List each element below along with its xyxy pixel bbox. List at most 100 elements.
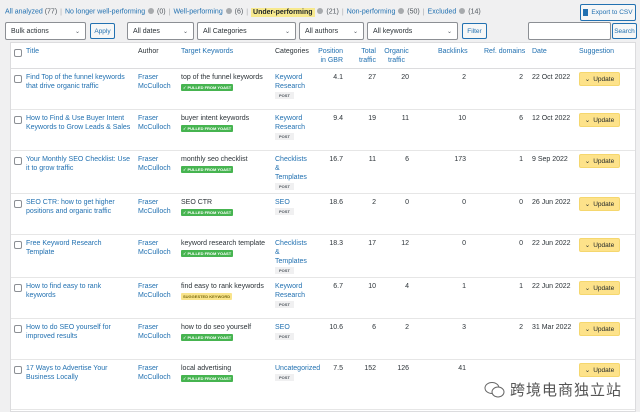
post-title-link[interactable]: 17 Ways to Advertise Your Business Local… — [26, 365, 108, 381]
organic-traffic-value: 4 — [405, 283, 409, 290]
row-checkbox[interactable] — [14, 284, 22, 292]
view-well-performing[interactable]: Well-performing — [173, 9, 222, 16]
col-ref[interactable]: Ref. domains — [484, 48, 526, 55]
filter-button[interactable]: Filter — [462, 23, 487, 39]
backlinks-value: 3 — [462, 324, 466, 331]
category-link[interactable]: Keyword Research — [275, 74, 305, 90]
row-checkbox[interactable] — [14, 200, 22, 208]
post-type-badge: POST — [275, 208, 294, 215]
row-checkbox[interactable] — [14, 116, 22, 124]
category-cell: Keyword Research POST — [275, 282, 309, 309]
keyword-cell: monthly seo checklist ✓ PULLED FROM YOAST — [181, 155, 273, 174]
update-button[interactable]: ⌄ Update — [579, 363, 620, 377]
help-icon[interactable] — [459, 8, 466, 14]
category-link[interactable]: Keyword Research — [275, 115, 305, 131]
update-button[interactable]: ⌄ Update — [579, 238, 620, 252]
post-title-link[interactable]: How to do SEO yourself for improved resu… — [26, 324, 111, 340]
row-checkbox[interactable] — [14, 75, 22, 83]
col-keywords[interactable]: Target Keywords — [181, 48, 234, 55]
categories-select[interactable]: All Categories ⌄ — [197, 22, 296, 40]
organic-traffic-value: 2 — [405, 324, 409, 331]
bulk-actions-value: Bulk actions — [11, 27, 49, 35]
dates-select[interactable]: All dates ⌄ — [127, 22, 194, 40]
search-input[interactable] — [528, 22, 611, 40]
post-title-link[interactable]: How to find easy to rank keywords — [26, 283, 102, 299]
view-non-performing[interactable]: Non-performing — [347, 9, 396, 16]
col-backlinks[interactable]: Backlinks — [438, 48, 468, 55]
chevron-down-icon: ⌄ — [584, 326, 591, 333]
view-count: (6) — [234, 8, 244, 16]
update-button[interactable]: ⌄ Update — [579, 197, 620, 211]
view-under-performing[interactable]: Under-performing — [251, 7, 315, 17]
export-csv-button[interactable]: Export to CSV — [580, 4, 636, 21]
row-checkbox[interactable] — [14, 157, 22, 165]
total-traffic-value: 27 — [368, 74, 376, 81]
backlinks-value: 0 — [462, 199, 466, 206]
posts-table: Title Author Target Keywords Categories … — [10, 42, 636, 412]
target-keyword: top of the funnel keywords — [181, 74, 263, 81]
col-title[interactable]: Title — [26, 48, 39, 55]
col-total[interactable]: Total traffic — [359, 48, 376, 64]
row-checkbox[interactable] — [14, 325, 22, 333]
author-link[interactable]: Fraser McCulloch — [138, 74, 171, 90]
category-link[interactable]: SEO — [275, 199, 290, 206]
help-icon[interactable] — [398, 8, 405, 14]
category-link[interactable]: Checklists & Templates — [275, 240, 307, 265]
view-all-analyzed[interactable]: All analyzed — [5, 9, 43, 16]
table-row: How to Find & Use Buyer Intent Keywords … — [11, 110, 635, 151]
keyword-cell: local advertising ✓ PULLED FROM YOAST — [181, 364, 273, 383]
category-link[interactable]: Checklists & Templates — [275, 156, 307, 181]
col-position[interactable]: Position in GBR — [318, 48, 343, 64]
view-label: Excluded — [427, 8, 457, 16]
search-button[interactable]: Search — [612, 23, 637, 39]
update-button[interactable]: ⌄ Update — [579, 281, 620, 295]
select-all-checkbox[interactable] — [14, 49, 22, 57]
update-button[interactable]: ⌄ Update — [579, 322, 620, 336]
update-button[interactable]: ⌄ Update — [579, 72, 620, 86]
apply-button[interactable]: Apply — [90, 23, 115, 39]
date-value: 22 Jun 2022 — [532, 240, 571, 247]
category-link[interactable]: SEO — [275, 324, 290, 331]
category-link[interactable]: Keyword Research — [275, 283, 305, 299]
table-row: How to do SEO yourself for improved resu… — [11, 319, 635, 360]
author-link[interactable]: Fraser McCulloch — [138, 324, 171, 340]
author-link[interactable]: Fraser McCulloch — [138, 365, 171, 381]
col-organic[interactable]: Organic traffic — [384, 48, 409, 64]
keyword-cell: keyword research template ✓ PULLED FROM Y… — [181, 239, 273, 258]
update-button[interactable]: ⌄ Update — [579, 113, 620, 127]
row-checkbox[interactable] — [14, 241, 22, 249]
post-title-link[interactable]: Find Top of the funnel keywords that dri… — [26, 74, 125, 90]
authors-value: All authors — [305, 27, 339, 35]
category-link[interactable]: Uncategorized — [275, 365, 321, 372]
author-link[interactable]: Fraser McCulloch — [138, 156, 171, 172]
post-title-link[interactable]: SEO CTR: how to get higher positions and… — [26, 199, 115, 215]
post-type-badge: POST — [275, 374, 294, 381]
author-link[interactable]: Fraser McCulloch — [138, 115, 171, 131]
col-date[interactable]: Date — [532, 48, 547, 55]
author-link[interactable]: Fraser McCulloch — [138, 199, 171, 215]
col-suggestion[interactable]: Suggestion — [579, 48, 615, 55]
keyword-source-badge: ✓ PULLED FROM YOAST — [181, 209, 234, 216]
post-title-link[interactable]: Free Keyword Research Template — [26, 240, 102, 256]
keyword-source-badge: ✓ PULLED FROM YOAST — [181, 84, 234, 91]
ref-domains-value: 0 — [519, 240, 523, 247]
help-icon[interactable] — [225, 8, 232, 14]
author-link[interactable]: Fraser McCulloch — [138, 283, 171, 299]
post-title-link[interactable]: How to Find & Use Buyer Intent Keywords … — [26, 115, 131, 131]
authors-select[interactable]: All authors ⌄ — [299, 22, 364, 40]
help-icon[interactable] — [317, 8, 324, 14]
help-icon[interactable] — [148, 8, 155, 14]
date-value: 31 Mar 2022 — [532, 324, 572, 331]
position-value: 4.1 — [333, 74, 343, 81]
row-checkbox[interactable] — [14, 366, 22, 374]
keywords-select[interactable]: All keywords ⌄ — [367, 22, 458, 40]
bulk-actions-select[interactable]: Bulk actions ⌄ — [5, 22, 86, 40]
keyword-source-badge: ✓ PULLED FROM YOAST — [181, 125, 234, 132]
view-no-longer-well-performing[interactable]: No longer well-performing — [65, 9, 145, 16]
organic-traffic-value: 20 — [401, 74, 409, 81]
target-keyword: local advertising — [181, 365, 232, 372]
update-button[interactable]: ⌄ Update — [579, 154, 620, 168]
author-link[interactable]: Fraser McCulloch — [138, 240, 171, 256]
view-excluded[interactable]: Excluded — [428, 9, 457, 16]
post-title-link[interactable]: Your Monthly SEO Checklist: Use it to gr… — [26, 156, 131, 172]
